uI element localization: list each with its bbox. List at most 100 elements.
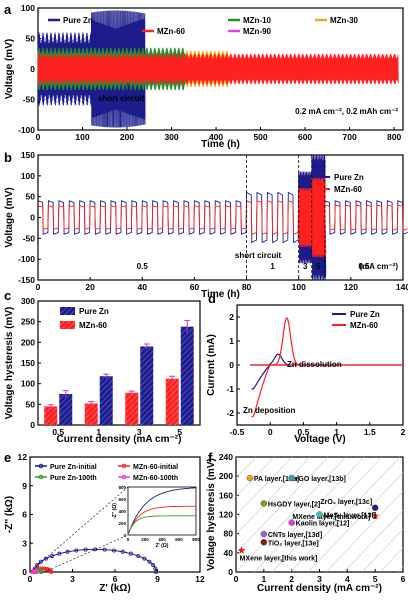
panel-e-label: e (4, 450, 11, 465)
f-ytick-label: 200 (219, 471, 233, 481)
panel-b-label: b (4, 150, 12, 165)
e-series-point (142, 556, 147, 561)
e-inset-ytick-label: 800 (118, 485, 126, 490)
e-inset-ytick-label: 200 (118, 521, 126, 526)
f-circle-marker (288, 519, 295, 526)
a-xtick-label: 0 (36, 132, 41, 142)
f-circle-marker (260, 530, 268, 538)
a-xtick-label: 500 (253, 132, 267, 142)
c-xtick-label: 0.5 (52, 427, 64, 437)
f-point-label: Kaolin layer,[12] (296, 521, 350, 528)
c-ytick-label: 50 (26, 399, 36, 409)
f-point-label: MXene layer,[this work] (292, 514, 370, 521)
e-legend-marker (38, 474, 44, 480)
e-inset-frame (127, 486, 197, 536)
f-point-label: TiO₂ layer,[13e] (268, 540, 319, 547)
e-series-point (102, 547, 107, 552)
f-xlabel: Current density (mA cm⁻²) (257, 583, 382, 594)
f-point (288, 474, 295, 482)
d-ylabel: Current (mA) (206, 334, 217, 396)
f-guide-line (236, 457, 329, 554)
a-xtick-label: 600 (298, 132, 312, 142)
e-xtick-label: 3 (70, 574, 75, 584)
c-ytick-label: 250 (21, 317, 35, 327)
c-bar-mzn-60 (125, 392, 139, 425)
f-xtick-label: 1 (261, 574, 266, 584)
c-ytick-label: 0 (30, 420, 35, 430)
b-xtick-label: 20 (85, 282, 95, 292)
f-guide-line (361, 528, 403, 572)
e-inset-guide (29, 486, 129, 573)
f-guide-line (236, 457, 293, 516)
e-series-point (151, 562, 156, 567)
a-xlabel: Time (h) (201, 139, 240, 150)
panel-c-label: c (4, 288, 11, 303)
f-point (237, 546, 246, 554)
d-dissolution-label: Zn dissolution (287, 360, 342, 369)
b-ylabel: Voltage (mV) (4, 187, 15, 247)
f-xtick-label: 2 (289, 574, 294, 584)
e-series-point (43, 556, 48, 561)
b-short-circuit-label: short circuit (235, 251, 282, 260)
f-point (371, 504, 379, 511)
f-guide-line (271, 457, 383, 572)
e-legend-label: Pure Zn-initial (50, 464, 97, 471)
b-ytick-label: 0 (30, 213, 35, 223)
e-inset-ylabel: -Z'' (Ω) (112, 503, 118, 519)
f-guide-line (236, 457, 275, 498)
f-point-label: CNTs layer,[13d] (268, 532, 322, 539)
e-xtick-label: 12 (195, 574, 205, 584)
e-series-point (65, 549, 70, 554)
d-xlabel: Voltage (V) (294, 434, 345, 445)
f-point-label: PA layer,[13a] (254, 476, 299, 483)
c-legend-label: MZn-60 (79, 321, 108, 330)
e-series-point (120, 549, 125, 554)
e-ytick-label: 9 (22, 481, 27, 491)
e-ytick-label: 3 (22, 538, 27, 548)
f-star-marker (371, 511, 379, 520)
e-inset-xtick-label: 600 (175, 537, 183, 542)
d-xtick-label: 0.5 (297, 427, 309, 437)
d-legend-label: MZn-60 (350, 321, 379, 330)
f-xtick-label: 6 (401, 574, 406, 584)
c-bar-pure-zn (99, 376, 113, 425)
f-star-marker (237, 546, 246, 554)
e-series-point (111, 548, 116, 553)
a-xtick-label: 800 (387, 132, 401, 142)
a-legend-label: MZn-60 (157, 27, 186, 36)
a-ytick-label: 50 (26, 34, 36, 44)
e-inset-xtick-label: 400 (158, 537, 166, 542)
e-inset-xtick-label: 800 (192, 537, 200, 542)
e-series-point (136, 553, 141, 558)
a-short-circuit-label: short circuit (98, 94, 145, 103)
b-xtick-label: 60 (190, 282, 200, 292)
e-series-point (35, 570, 40, 575)
e-inset-ytick-label: 600 (118, 497, 126, 502)
f-ytick-label: 240 (219, 452, 233, 462)
c-bar-mzn-60 (44, 406, 58, 425)
e-legend-marker (121, 474, 127, 480)
f-point-label: MXene layer,[this work] (240, 555, 318, 562)
f-point-label: HsGDY layer,[2] (268, 501, 320, 508)
d-ytick-label: -2 (226, 408, 234, 418)
panel-f-label: f (208, 450, 213, 465)
f-guide-line (325, 491, 403, 572)
c-ytick-label: 300 (21, 296, 35, 306)
a-xtick-label: 200 (120, 132, 134, 142)
e-series-point (83, 547, 88, 552)
f-ylabel: Voltage hysteresis (mV) (206, 458, 217, 571)
f-xtick-label: 5 (373, 574, 378, 584)
f-point (246, 474, 254, 482)
e-xtick-label: 0 (28, 574, 33, 584)
f-xtick-label: 3 (317, 574, 322, 584)
f-circle-marker (288, 474, 295, 482)
e-inset-curve (127, 515, 196, 536)
f-circle-marker (316, 511, 323, 518)
c-xtick-label: 1 (96, 427, 101, 437)
a-ytick-label: -100 (18, 125, 35, 135)
e-inset-ytick-label: 0 (123, 533, 126, 538)
c-xtick-label: 5 (177, 427, 182, 437)
d-series-mzn-60 (250, 317, 403, 418)
f-guide-line (236, 457, 257, 479)
